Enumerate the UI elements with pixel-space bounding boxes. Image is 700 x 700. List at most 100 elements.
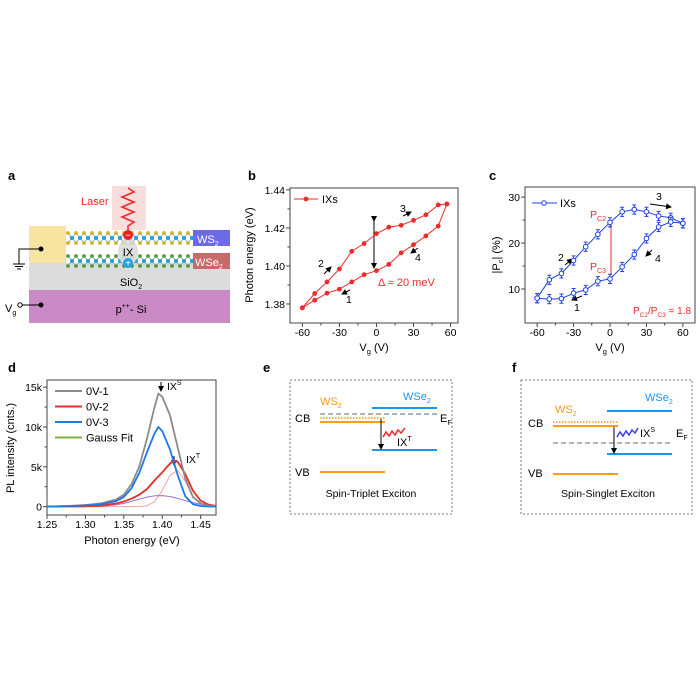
e-ix-label: IXT: [397, 436, 412, 449]
panel-f-frame: [520, 379, 693, 515]
chart-d-x-tick-label: 1.30: [75, 519, 96, 531]
chart-c-point: [595, 231, 601, 238]
ws2-tungsten-atom: [149, 235, 155, 241]
panel-label-d: d: [8, 360, 16, 375]
chart-c-arrow-4: [645, 249, 653, 257]
ws2-tungsten-atom: [133, 235, 139, 241]
wse2-tungsten-atom: [93, 258, 99, 264]
chart-d-legend-label: Gauss Fit: [86, 433, 133, 445]
chart-d-legend-label: 0V-3: [86, 417, 109, 429]
chart-c-legend-marker: [541, 200, 547, 206]
chart-d-xlabel: Photon energy (eV): [84, 535, 179, 547]
chart-c-point: [655, 213, 662, 219]
e-vb-label: VB: [295, 467, 310, 479]
chart-b-y-tick-label: 1.40: [265, 261, 286, 273]
vg-label: Vg: [5, 303, 16, 317]
chart-b-plot-frame: [289, 187, 459, 324]
chart-c-arrow-3: [649, 203, 672, 210]
e-ef-label: EF: [440, 413, 452, 427]
chart-c-y-tick-label: 30: [508, 192, 520, 204]
panel-label-f: f: [512, 360, 517, 375]
chart-d-legend-label: 0V-1: [86, 386, 109, 398]
chart-b-point: [386, 262, 392, 267]
wse2-chalcogen-atom: [98, 254, 102, 258]
f-ws2-label: WS2: [555, 404, 577, 418]
wse2-chalcogen-atom: [74, 264, 78, 268]
wse2-tungsten-atom: [101, 258, 107, 264]
chart-b-x-tick-label: -60: [295, 327, 310, 339]
chart-b-xlabel: Vg (V): [359, 342, 388, 356]
chart-d-y-tick-label: 10k: [25, 422, 43, 434]
panel-label-e: e: [263, 360, 270, 375]
wse2-tungsten-atom: [109, 258, 115, 264]
chart-b-step-1: 1: [346, 294, 352, 306]
chart-b-point: [411, 217, 416, 223]
chart-c-ratio-label: PC2/PC3 = 1.8: [633, 306, 691, 319]
chart-b-arrow-2: [323, 266, 332, 275]
wse2-tungsten-atom: [181, 258, 187, 264]
chart-b-point: [374, 268, 379, 274]
wse2-chalcogen-atom: [186, 264, 190, 268]
ws2-tungsten-atom: [173, 235, 179, 241]
ws2-label: WS2: [197, 234, 219, 248]
ws2-tungsten-atom: [117, 235, 123, 241]
ws2-chalcogen-atom: [90, 231, 94, 235]
chart-b-x-tick-label: 30: [408, 327, 420, 339]
chart-c-x-tick-label: -60: [530, 327, 545, 339]
chart-c-point: [595, 278, 601, 284]
chart-c-arrow-1: [571, 295, 583, 301]
wse2-chalcogen-atom: [186, 254, 190, 258]
chart-b-step-4: 4: [415, 252, 421, 264]
ws2-chalcogen-atom: [106, 241, 110, 245]
wse2-block: [193, 253, 230, 269]
chart-d-y-tick-label: 15k: [25, 382, 43, 394]
e-caption: Spin-Triplet Exciton: [326, 488, 417, 500]
wse2-chalcogen-atom: [146, 264, 150, 268]
chart-c-x-tick-label: 60: [677, 327, 689, 339]
band-diagram-triplet: WS2 WSe2 CB VB EF IXT Spin-Triplet Excit…: [289, 379, 453, 515]
laser-spot: [112, 186, 146, 230]
chart-b-point: [337, 266, 342, 272]
ws2-tungsten-atom: [141, 235, 147, 241]
ws2-chalcogen-atom: [162, 231, 166, 235]
ws2-chalcogen-atom: [74, 241, 78, 245]
chart-d-pl-spectra: PL intensity (cnts.) Photon energy (eV) …: [5, 379, 217, 547]
chart-b-point: [312, 297, 318, 303]
ws2-chalcogen-atom: [170, 231, 174, 235]
chart-c-point: [607, 276, 613, 282]
chart-c-x-tick-label: 30: [641, 327, 653, 339]
f-ef-label: EF: [676, 428, 688, 442]
ws2-chalcogen-atom: [66, 231, 70, 235]
wse2-chalcogen-atom: [90, 254, 94, 258]
wse2-chalcogen-atom: [178, 254, 182, 258]
ws2-chalcogen-atom: [162, 241, 166, 245]
chart-b-arrow-1: [341, 289, 351, 295]
chart-c-x-tick-label: -30: [566, 327, 581, 339]
chart-b-point: [324, 279, 330, 285]
chart-c-step-1: 1: [574, 302, 580, 314]
chart-b-y-tick-label: 1.42: [265, 223, 286, 235]
e-photon-wave-icon: [382, 427, 406, 438]
chart-d-x-tick-label: 1.25: [37, 519, 58, 531]
ws2-chalcogen-atom: [98, 231, 102, 235]
chart-b-y-tick-label: 1.38: [265, 299, 286, 311]
e-wse2-label: WSe2: [403, 391, 431, 405]
ws2-chalcogen-atom: [114, 241, 118, 245]
chart-b-arrow-4: [410, 247, 419, 254]
chart-d-y-tick-label: 0: [36, 502, 42, 514]
ws2-chalcogen-atom: [186, 231, 190, 235]
f-ix-label: IXS: [640, 427, 655, 440]
ws2-tungsten-atom: [181, 235, 187, 241]
chart-b-legend-label: IXs: [322, 194, 338, 206]
wse2-label: WSe2: [195, 257, 223, 271]
chart-b-point: [361, 272, 367, 278]
si-label: p++- Si: [116, 303, 147, 316]
wse2-chalcogen-atom: [178, 264, 182, 268]
chart-b-x-tick-label: 60: [445, 327, 457, 339]
f-wse2-label: WSe2: [645, 392, 673, 406]
wse2-chalcogen-atom: [106, 254, 110, 258]
ws2-chalcogen-atom: [186, 241, 190, 245]
chart-c-point: [607, 219, 613, 226]
chart-c-point: [558, 270, 565, 277]
wse2-chalcogen-atom: [154, 264, 158, 268]
